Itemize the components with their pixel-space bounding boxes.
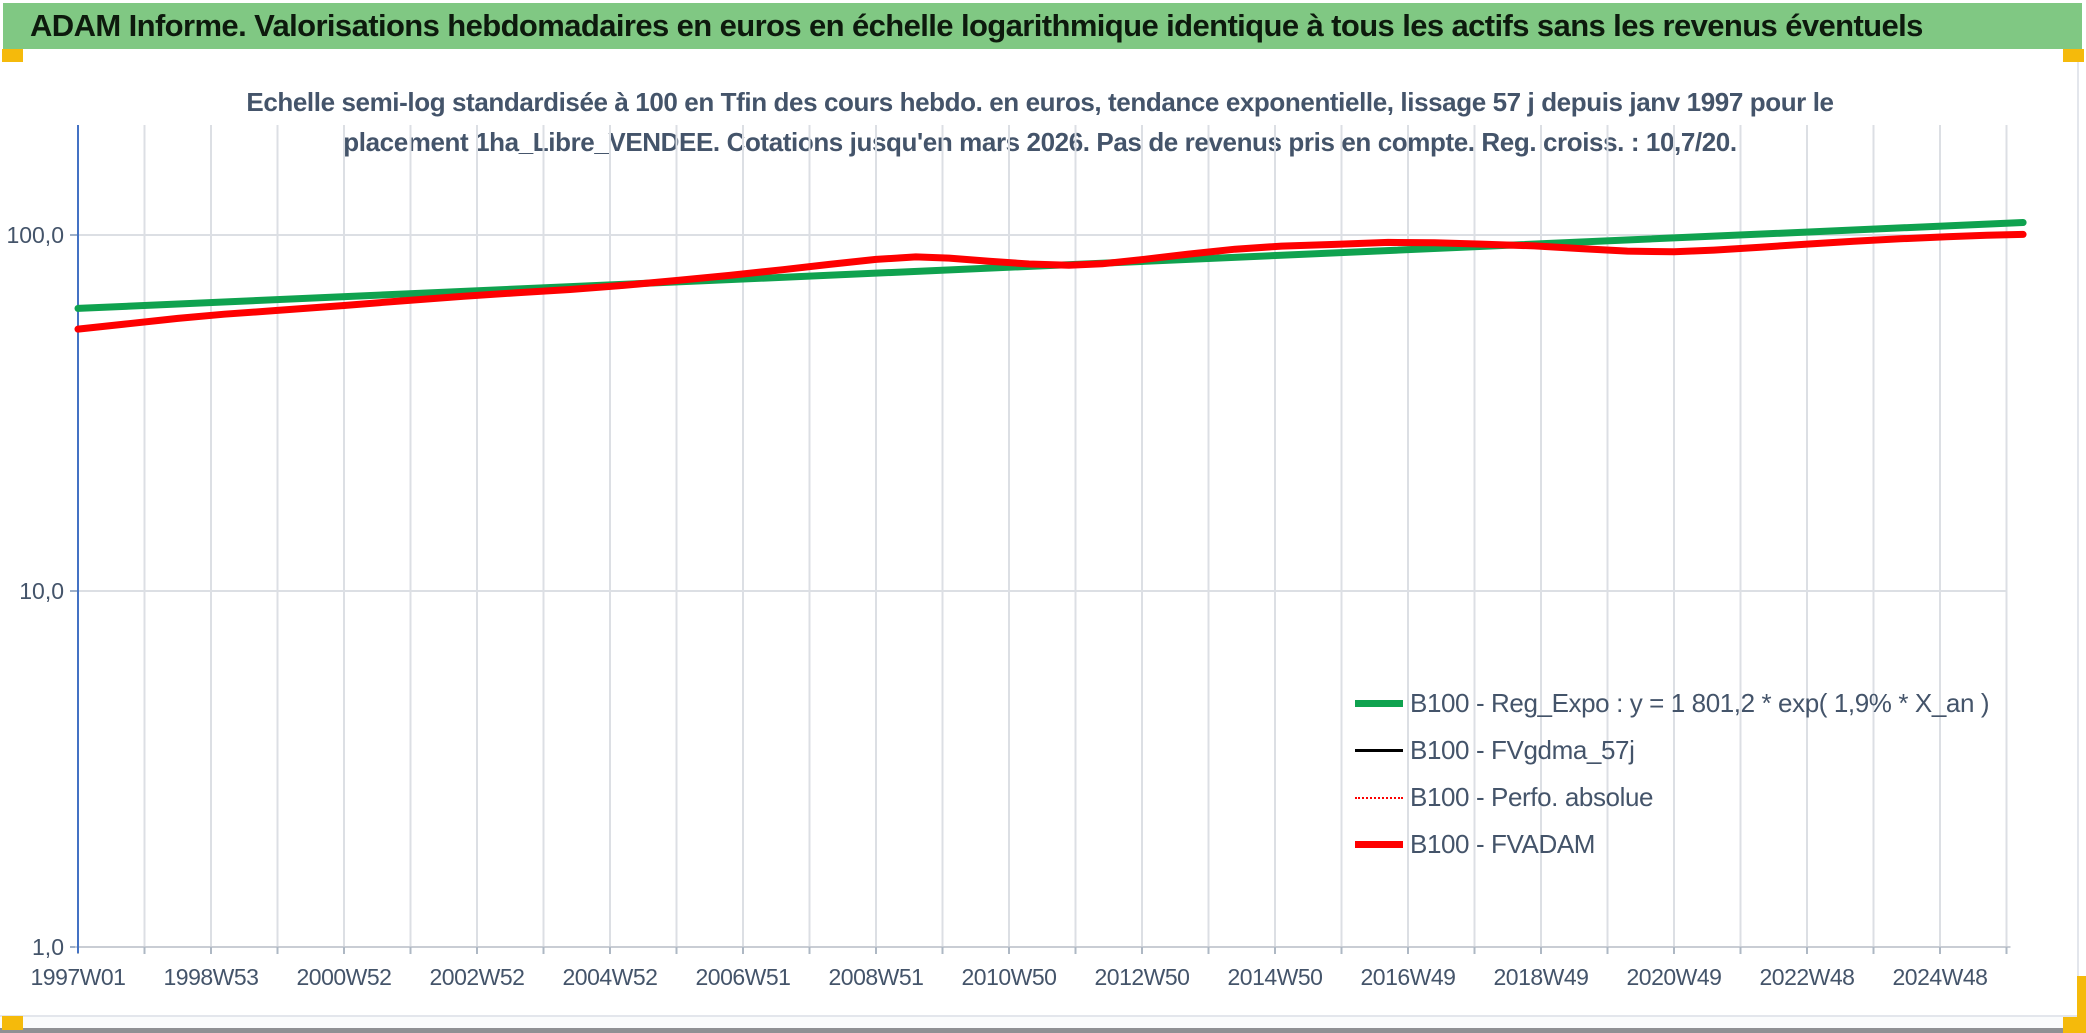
- chart-title: Echelle semi-log standardisée à 100 en T…: [170, 82, 1910, 162]
- x-tick-label: 2012W50: [1095, 964, 1190, 990]
- x-tick-label: 2016W49: [1361, 964, 1456, 990]
- legend-swatch-line: [1355, 841, 1403, 848]
- x-tick-label: 2018W49: [1494, 964, 1589, 990]
- y-tick-label: 10,0: [19, 578, 64, 604]
- y-tick-label: 100,0: [6, 222, 64, 248]
- legend-label: B100 - FVADAM: [1410, 829, 1596, 859]
- x-tick-label: 2002W52: [430, 964, 525, 990]
- gold-handle-bottom-right[interactable]: [2063, 1017, 2086, 1033]
- x-tick-label: 2022W48: [1760, 964, 1855, 990]
- legend-swatch-line: [1355, 700, 1403, 707]
- x-tick-label: 2006W51: [696, 964, 791, 990]
- legend-label: B100 - FVgdma_57j: [1410, 735, 1635, 765]
- legend-label: B100 - Perfo. absolue: [1410, 782, 1654, 812]
- x-tick-label: 2010W50: [962, 964, 1057, 990]
- legend-item: B100 - Perfo. absolue: [1355, 774, 1989, 821]
- title-banner: ADAM Informe. Valorisations hebdomadaire…: [3, 3, 2082, 49]
- chart-border-bottom: [0, 1015, 2086, 1017]
- banner-title: ADAM Informe. Valorisations hebdomadaire…: [30, 8, 1923, 43]
- legend-swatch-line: [1355, 796, 1403, 799]
- gold-handle-right-bar[interactable]: [2077, 976, 2086, 1017]
- x-tick-label: 2020W49: [1627, 964, 1722, 990]
- y-tick-label: 1,0: [32, 934, 64, 960]
- legend-item: B100 - FVADAM: [1355, 821, 1989, 868]
- legend-item: B100 - Reg_Expo : y = 1 801,2 * exp( 1,9…: [1355, 680, 1989, 727]
- gold-handle-bottom-left[interactable]: [2, 1016, 23, 1030]
- chart-title-line1: Echelle semi-log standardisée à 100 en T…: [246, 87, 1834, 117]
- x-tick-label: 2000W52: [297, 964, 392, 990]
- legend-swatch-line: [1355, 749, 1403, 752]
- chart-title-line2: placement 1ha_Libre_VENDEE. Cotations ju…: [343, 127, 1737, 157]
- gold-handle-top-left[interactable]: [2, 49, 23, 62]
- x-tick-label: 2014W50: [1228, 964, 1323, 990]
- x-tick-label: 1997W01: [31, 964, 126, 990]
- x-tick-label: 2004W52: [563, 964, 658, 990]
- series-line: [74, 230, 2027, 333]
- gold-handle-top-right[interactable]: [2063, 49, 2084, 62]
- legend-item: B100 - FVgdma_57j: [1355, 727, 1989, 774]
- x-tick-label: 2024W48: [1893, 964, 1988, 990]
- window-bottom-edge: [0, 1028, 2086, 1033]
- legend-label: B100 - Reg_Expo : y = 1 801,2 * exp( 1,9…: [1410, 688, 1990, 718]
- legend: B100 - Reg_Expo : y = 1 801,2 * exp( 1,9…: [1355, 680, 1989, 868]
- chart-border-right: [2077, 62, 2079, 1016]
- x-tick-label: 1998W53: [164, 964, 259, 990]
- x-tick-label: 2008W51: [829, 964, 924, 990]
